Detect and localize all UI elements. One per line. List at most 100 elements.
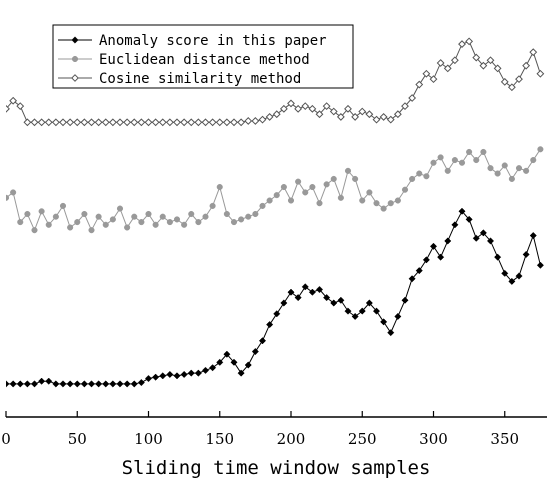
data-point: [188, 210, 195, 218]
series-1: [6, 207, 544, 388]
data-point: [66, 118, 75, 127]
data-point: [101, 118, 110, 127]
data-point: [294, 104, 303, 113]
data-point: [494, 170, 501, 177]
data-point: [358, 307, 366, 315]
legend-entry: Cosine similarity method: [58, 71, 301, 87]
data-point: [137, 118, 146, 127]
data-point: [437, 253, 445, 261]
data-point: [501, 162, 508, 169]
data-point: [223, 210, 230, 218]
data-point: [6, 104, 10, 113]
data-point: [258, 337, 267, 345]
data-point: [23, 380, 31, 388]
data-point: [330, 299, 338, 307]
legend-label: Euclidean distance method: [99, 52, 310, 68]
data-point: [423, 173, 430, 180]
data-point: [266, 321, 274, 329]
data-point: [173, 118, 181, 127]
data-point: [145, 210, 152, 218]
data-point: [359, 197, 366, 204]
data-point: [465, 215, 473, 223]
data-point: [9, 380, 17, 388]
data-point: [351, 312, 359, 321]
data-point: [344, 167, 352, 174]
data-point: [215, 118, 224, 127]
x-tick-label: 300: [419, 430, 448, 448]
data-point: [9, 96, 18, 105]
data-point: [130, 118, 139, 127]
data-point: [387, 329, 395, 337]
data-point: [308, 288, 316, 296]
data-point: [124, 224, 131, 231]
data-point: [507, 83, 516, 92]
data-point: [394, 312, 402, 321]
data-point: [30, 380, 39, 388]
data-point: [238, 216, 245, 223]
data-point: [409, 175, 416, 182]
data-point: [16, 102, 25, 111]
data-point: [351, 113, 360, 121]
data-point: [522, 61, 531, 70]
data-point: [479, 229, 487, 237]
data-point: [401, 102, 409, 111]
data-point: [123, 380, 131, 388]
data-point: [66, 380, 74, 388]
data-point: [329, 107, 338, 116]
data-point: [444, 167, 451, 174]
x-tick-label: 200: [277, 430, 306, 448]
data-point: [95, 213, 102, 220]
data-point: [73, 118, 82, 127]
legend: Anomaly score in this paper Euclidean dis…: [52, 24, 354, 89]
data-point: [380, 205, 387, 212]
data-point: [486, 56, 495, 65]
data-point: [372, 115, 381, 124]
data-point: [245, 213, 252, 220]
data-point: [530, 157, 537, 164]
data-point: [24, 210, 31, 218]
data-point: [301, 102, 310, 111]
data-point: [365, 110, 374, 119]
legend-marker: [71, 74, 79, 82]
legend-marker: [71, 55, 79, 63]
data-point: [401, 296, 409, 304]
x-tick-layer: 0 50 100 150 200 250 300 350: [1, 411, 519, 448]
data-point: [344, 104, 352, 113]
data-point: [38, 208, 45, 215]
data-point: [144, 374, 153, 383]
data-point: [222, 118, 231, 127]
data-point: [80, 118, 89, 127]
data-point: [480, 148, 487, 156]
data-point: [393, 110, 402, 119]
data-point: [180, 370, 188, 379]
data-point: [365, 299, 373, 307]
data-point: [52, 213, 59, 220]
data-point: [266, 197, 273, 204]
data-point: [158, 118, 167, 127]
data-point: [173, 372, 181, 380]
x-tick-label: 350: [490, 430, 519, 448]
series-3: [6, 37, 545, 127]
data-point: [436, 59, 445, 67]
data-point: [17, 219, 24, 226]
data-point: [337, 194, 344, 201]
data-point: [479, 61, 488, 70]
data-point: [472, 234, 480, 242]
data-point: [165, 118, 174, 127]
data-point: [430, 159, 437, 166]
data-point: [244, 117, 253, 125]
data-point: [59, 380, 67, 388]
data-point: [201, 366, 210, 374]
data-point: [273, 310, 281, 318]
data-point: [144, 118, 153, 127]
data-point: [159, 213, 166, 220]
data-point: [6, 380, 10, 388]
data-point: [466, 148, 473, 156]
data-point: [287, 99, 295, 108]
data-point: [195, 219, 202, 226]
data-point: [437, 154, 444, 161]
data-point: [322, 102, 331, 111]
data-point: [209, 202, 216, 209]
series-layer: [6, 37, 545, 388]
data-point: [152, 373, 160, 381]
